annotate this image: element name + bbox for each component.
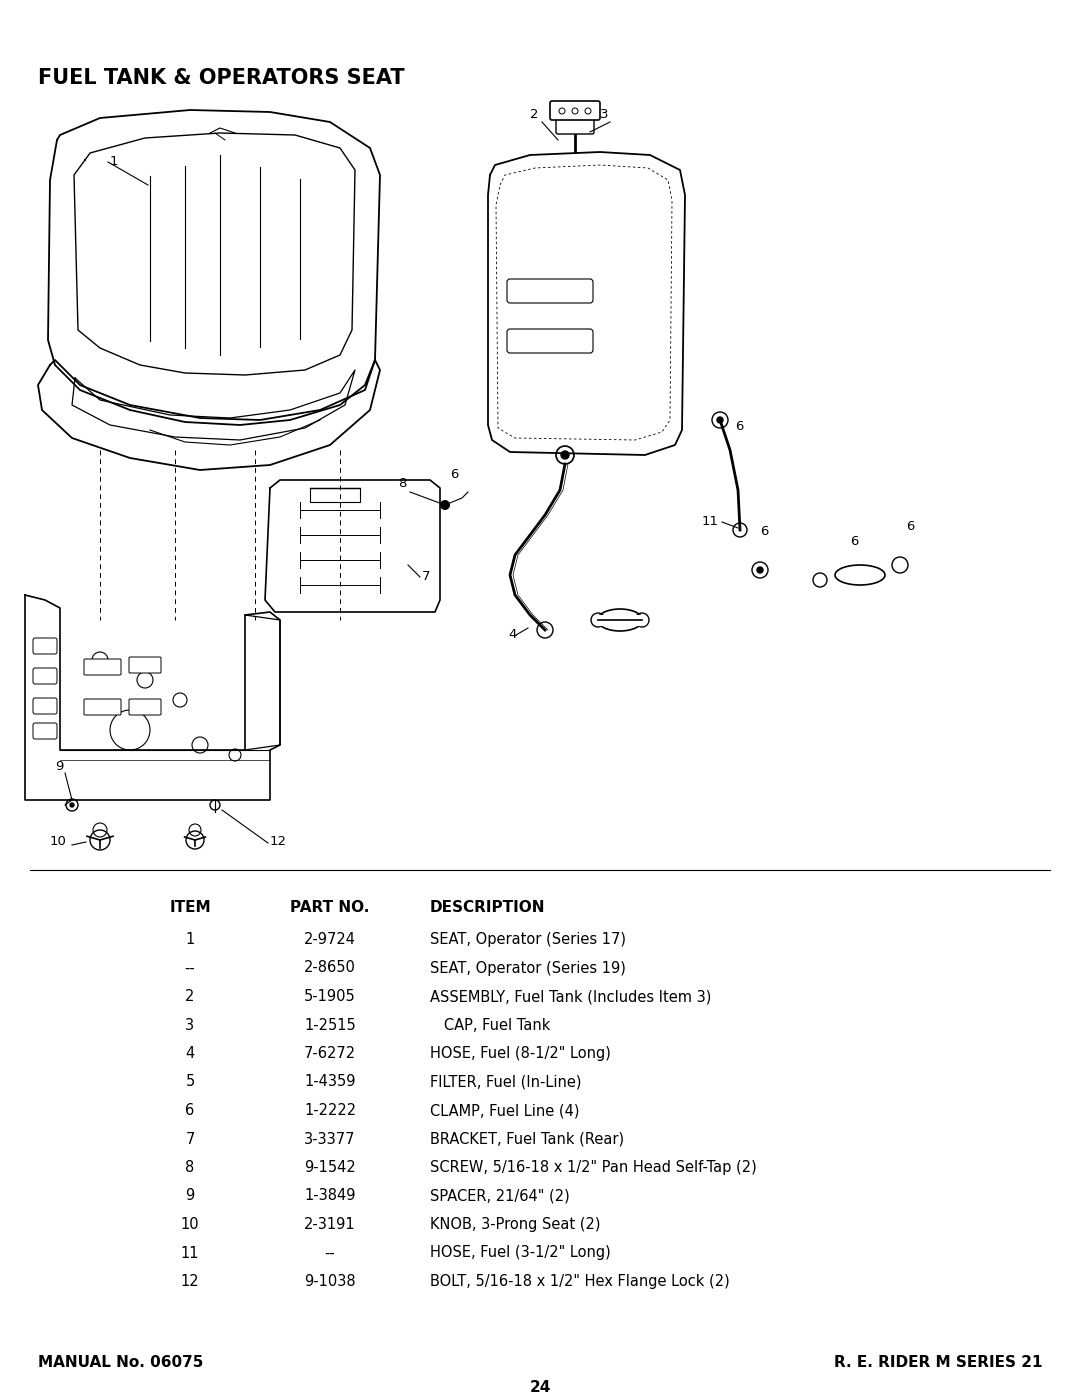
Text: CAP, Fuel Tank: CAP, Fuel Tank: [430, 1017, 551, 1032]
Text: BOLT, 5/16-18 x 1/2" Hex Flange Lock (2): BOLT, 5/16-18 x 1/2" Hex Flange Lock (2): [430, 1274, 730, 1289]
Text: 1-2515: 1-2515: [305, 1017, 356, 1032]
Circle shape: [70, 803, 75, 807]
FancyBboxPatch shape: [33, 724, 57, 739]
Text: 2-9724: 2-9724: [303, 932, 356, 947]
Text: 2-8650: 2-8650: [305, 961, 356, 975]
Text: MANUAL No. 06075: MANUAL No. 06075: [38, 1355, 203, 1370]
Text: 11: 11: [702, 515, 719, 528]
FancyBboxPatch shape: [550, 101, 600, 120]
FancyBboxPatch shape: [556, 115, 594, 134]
Text: 1: 1: [186, 932, 194, 947]
Text: 1-4359: 1-4359: [305, 1074, 355, 1090]
Text: BRACKET, Fuel Tank (Rear): BRACKET, Fuel Tank (Rear): [430, 1132, 624, 1147]
FancyBboxPatch shape: [84, 698, 121, 715]
Text: 9-1038: 9-1038: [305, 1274, 355, 1289]
FancyBboxPatch shape: [33, 698, 57, 714]
Text: 2: 2: [530, 108, 539, 122]
FancyBboxPatch shape: [507, 279, 593, 303]
Circle shape: [717, 416, 723, 423]
Text: 1: 1: [110, 155, 119, 168]
Text: 4: 4: [508, 629, 516, 641]
FancyBboxPatch shape: [33, 638, 57, 654]
Text: SPACER, 21/64" (2): SPACER, 21/64" (2): [430, 1189, 570, 1203]
Text: HOSE, Fuel (8-1/2" Long): HOSE, Fuel (8-1/2" Long): [430, 1046, 611, 1060]
Text: CLAMP, Fuel Line (4): CLAMP, Fuel Line (4): [430, 1104, 580, 1118]
Text: 7: 7: [186, 1132, 194, 1147]
Text: 12: 12: [180, 1274, 200, 1289]
Text: 3: 3: [186, 1017, 194, 1032]
Text: R. E. RIDER M SERIES 21: R. E. RIDER M SERIES 21: [834, 1355, 1042, 1370]
Circle shape: [757, 567, 762, 573]
Text: 5-1905: 5-1905: [305, 989, 356, 1004]
Text: 1-2222: 1-2222: [303, 1104, 356, 1118]
Text: PART NO.: PART NO.: [291, 900, 369, 915]
Text: 3: 3: [600, 108, 608, 122]
Text: 9: 9: [186, 1189, 194, 1203]
Text: 8: 8: [399, 476, 406, 490]
Text: SEAT, Operator (Series 19): SEAT, Operator (Series 19): [430, 961, 626, 975]
Text: 9: 9: [55, 760, 64, 773]
Text: HOSE, Fuel (3-1/2" Long): HOSE, Fuel (3-1/2" Long): [430, 1246, 611, 1260]
Text: 2-3191: 2-3191: [305, 1217, 355, 1232]
Circle shape: [561, 451, 569, 460]
Text: SCREW, 5/16-18 x 1/2" Pan Head Self-Tap (2): SCREW, 5/16-18 x 1/2" Pan Head Self-Tap …: [430, 1160, 757, 1175]
Text: FUEL TANK & OPERATORS SEAT: FUEL TANK & OPERATORS SEAT: [38, 68, 405, 88]
Text: 10: 10: [180, 1217, 200, 1232]
Text: 4: 4: [186, 1046, 194, 1060]
Text: 11: 11: [180, 1246, 199, 1260]
Text: 6: 6: [450, 468, 458, 481]
FancyBboxPatch shape: [84, 659, 121, 675]
Text: 24: 24: [529, 1380, 551, 1396]
Text: 7: 7: [422, 570, 431, 583]
Text: 2: 2: [186, 989, 194, 1004]
Text: 6: 6: [735, 420, 743, 433]
Text: ITEM: ITEM: [170, 900, 211, 915]
Text: FILTER, Fuel (In-Line): FILTER, Fuel (In-Line): [430, 1074, 581, 1090]
Circle shape: [440, 500, 450, 510]
Text: SEAT, Operator (Series 17): SEAT, Operator (Series 17): [430, 932, 626, 947]
Text: 7-6272: 7-6272: [303, 1046, 356, 1060]
Text: 3-3377: 3-3377: [305, 1132, 355, 1147]
Text: 6: 6: [850, 535, 859, 548]
Bar: [310, 488, 360, 502]
FancyBboxPatch shape: [129, 657, 161, 673]
Text: 12: 12: [270, 835, 287, 848]
Text: --: --: [325, 1246, 336, 1260]
Text: 1-3849: 1-3849: [305, 1189, 355, 1203]
Text: DESCRIPTION: DESCRIPTION: [430, 900, 545, 915]
Text: 6: 6: [760, 525, 768, 538]
Text: --: --: [185, 961, 195, 975]
Text: 5: 5: [186, 1074, 194, 1090]
Text: 6: 6: [906, 520, 915, 534]
FancyBboxPatch shape: [33, 668, 57, 685]
FancyBboxPatch shape: [129, 698, 161, 715]
Text: ASSEMBLY, Fuel Tank (Includes Item 3): ASSEMBLY, Fuel Tank (Includes Item 3): [430, 989, 712, 1004]
Text: 9-1542: 9-1542: [305, 1160, 356, 1175]
Text: 10: 10: [50, 835, 67, 848]
Text: 8: 8: [186, 1160, 194, 1175]
Text: 6: 6: [186, 1104, 194, 1118]
Text: KNOB, 3-Prong Seat (2): KNOB, 3-Prong Seat (2): [430, 1217, 600, 1232]
FancyBboxPatch shape: [507, 330, 593, 353]
